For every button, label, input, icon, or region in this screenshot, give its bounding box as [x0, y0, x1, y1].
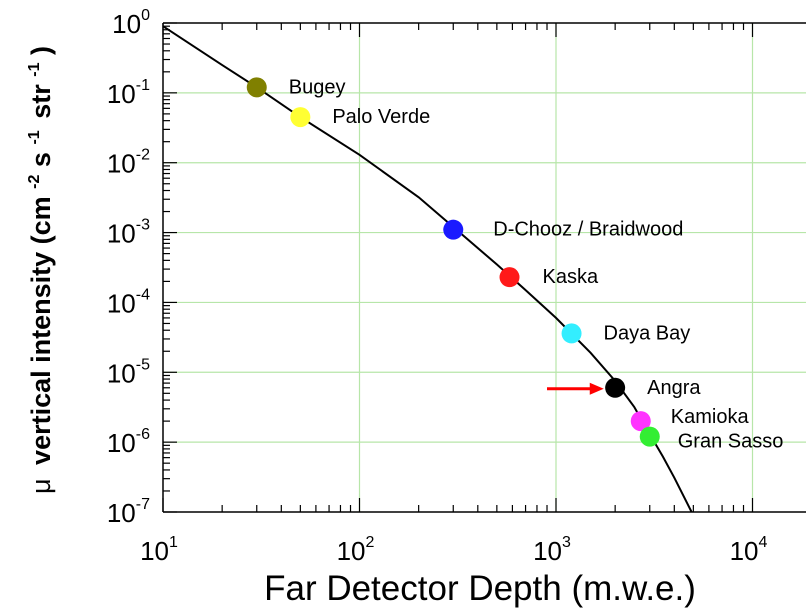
annotation-arrow	[547, 382, 604, 395]
y-tick-label-base: 10	[107, 79, 136, 109]
y-tick-label: 10-7	[107, 496, 150, 528]
y-axis-title-end: )	[26, 46, 56, 55]
x-tick-label-base: 10	[730, 536, 759, 566]
y-axis-title-sup1: -2	[26, 174, 43, 188]
y-tick-label-exp: -7	[136, 496, 150, 513]
y-tick-label-exp: -6	[136, 426, 150, 443]
data-point-label: D-Chooz / Braidwood	[493, 219, 683, 241]
x-tick-label-base: 10	[337, 536, 366, 566]
y-tick-label-base: 10	[107, 288, 136, 318]
y-tick-label-base: 10	[107, 358, 136, 388]
y-tick-label: 10-6	[107, 426, 150, 458]
y-axis-title-sup3: -1	[26, 62, 43, 76]
data-point-label: Gran Sasso	[678, 431, 784, 453]
y-tick-label-base: 10	[112, 9, 141, 39]
y-tick-label-base: 10	[107, 498, 136, 528]
axes-frame	[162, 22, 806, 513]
y-tick-label-exp: -1	[136, 77, 150, 94]
data-point	[630, 411, 651, 432]
y-axis-title-s: s	[26, 152, 56, 167]
y-tick-label-exp: 0	[141, 7, 150, 24]
y-tick-label-exp: -2	[136, 147, 150, 164]
y-tick-label: 10-3	[107, 217, 150, 249]
y-axis-title-main: vertical intensity (cm	[26, 196, 56, 465]
x-tick-label-exp: 1	[169, 534, 178, 551]
data-points: Bugey Palo Verde D-Chooz / Braidwood Kaska D…	[246, 76, 784, 453]
x-tick-label: 104	[730, 534, 768, 566]
y-tick-label: 100	[112, 7, 150, 39]
y-tick-label-exp: -5	[136, 356, 150, 373]
y-tick-label: 10-5	[107, 356, 150, 388]
x-axis-title: Far Detector Depth (m.w.e.)	[264, 569, 696, 608]
x-tick-label-base: 10	[533, 536, 562, 566]
data-point	[290, 107, 311, 128]
y-axis-title-str: str	[26, 84, 56, 119]
y-tick-label-base: 10	[107, 149, 136, 179]
data-point-label: Bugey	[289, 76, 346, 98]
x-tick-label: 101	[140, 534, 178, 566]
y-tick-label: 10-4	[107, 286, 150, 318]
x-tick-label-exp: 3	[562, 534, 571, 551]
data-point	[499, 267, 520, 288]
x-tick-labels: 101 102 103 104	[140, 534, 767, 566]
data-point	[561, 323, 582, 344]
x-tick-label: 103	[533, 534, 571, 566]
y-tick-label: 10-1	[107, 77, 150, 109]
x-tick-label-base: 10	[140, 536, 169, 566]
data-point-label: Angra	[647, 377, 701, 399]
data-point	[246, 77, 267, 98]
data-point	[605, 377, 626, 398]
data-point-label: Kaska	[543, 266, 599, 288]
data-point-label: Kamioka	[671, 406, 750, 428]
y-axis-title-sup2: -1	[26, 130, 43, 144]
data-point-label: Palo Verde	[332, 106, 430, 128]
y-axis-title: μ vertical intensity (cm -2 s -1 str -1 …	[15, 46, 56, 494]
y-tick-label-exp: -4	[136, 286, 150, 303]
arrow-head	[589, 382, 604, 395]
y-tick-label-base: 10	[107, 219, 136, 249]
y-axis-title-mu: μ	[26, 478, 56, 494]
data-point	[443, 219, 464, 240]
x-axis-ticks	[162, 23, 754, 512]
y-axis-ticks	[163, 22, 177, 513]
y-tick-label-base: 10	[107, 428, 136, 458]
x-tick-label-exp: 4	[759, 534, 768, 551]
grid-lines	[163, 23, 806, 512]
data-point	[639, 426, 660, 447]
x-tick-label-exp: 2	[366, 534, 375, 551]
x-tick-label: 102	[337, 534, 375, 566]
data-point-label: Daya Bay	[604, 322, 691, 344]
intensity-curve	[162, 25, 693, 513]
y-tick-label: 10-2	[107, 147, 150, 179]
y-tick-label-exp: -3	[136, 217, 150, 234]
